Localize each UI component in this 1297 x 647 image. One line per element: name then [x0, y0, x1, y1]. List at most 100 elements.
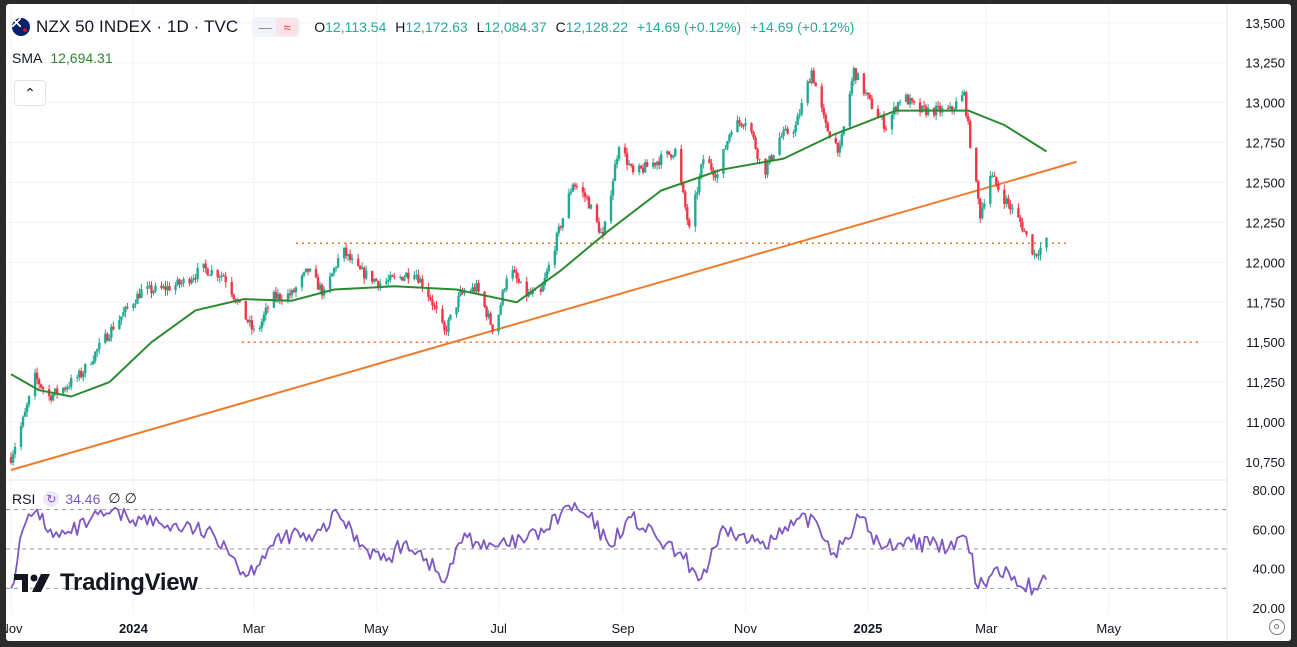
candle-body	[37, 379, 41, 385]
candle-body	[336, 258, 340, 268]
sma-legend[interactable]: SMA 12,694.31	[12, 50, 113, 66]
rsi-extra-1: ∅	[108, 490, 121, 506]
candle-body	[274, 291, 278, 299]
candle-body	[766, 163, 769, 175]
candle-body	[977, 181, 980, 199]
candle-body	[938, 106, 942, 113]
chart-type-toggle[interactable]: — ≈	[252, 17, 301, 37]
candle-body	[362, 267, 366, 279]
candle-body	[569, 191, 573, 194]
candle-body	[413, 275, 416, 279]
candle-body	[35, 372, 39, 380]
candle-body	[421, 278, 424, 288]
candle-body	[447, 319, 450, 332]
candle-body	[517, 278, 520, 283]
minus-icon[interactable]: —	[258, 19, 272, 35]
candle-body	[377, 281, 380, 288]
candle-body	[668, 151, 671, 155]
candle-body	[11, 454, 15, 463]
candle-body	[800, 103, 803, 115]
tradingview-logo-icon	[14, 574, 50, 592]
candle-body	[21, 416, 25, 426]
candle-body	[433, 305, 436, 307]
tradingview-logo[interactable]: TradingView	[14, 569, 198, 597]
candle-body	[770, 155, 773, 160]
candle-body	[168, 286, 171, 291]
candle-body	[174, 285, 177, 291]
candle-body	[122, 312, 125, 317]
candle-body	[13, 446, 17, 455]
candle-body	[393, 276, 396, 278]
candle-body	[332, 268, 336, 274]
candle-body	[152, 291, 155, 294]
candle-body	[457, 295, 460, 308]
candle-body	[218, 276, 221, 278]
candle-body	[25, 404, 29, 412]
candle-body	[852, 68, 856, 82]
candle-body	[884, 128, 888, 130]
candle-body	[854, 68, 858, 81]
candle-body	[90, 363, 93, 365]
candle-body	[1007, 198, 1010, 205]
candle-body	[575, 186, 579, 188]
candle-body	[555, 233, 559, 251]
candle-body	[463, 292, 466, 294]
candle-body	[49, 395, 53, 401]
candle-body	[623, 147, 627, 154]
candle-body	[838, 145, 841, 153]
candle-body	[601, 232, 605, 235]
candle-body	[657, 161, 661, 166]
x-tick-label: May	[1096, 621, 1121, 636]
candle-body	[358, 265, 362, 270]
candle-body	[794, 125, 797, 132]
candle-body	[375, 278, 378, 282]
rsi-value: 34.46	[65, 490, 101, 507]
candle-body	[160, 285, 163, 289]
candle-body	[356, 258, 360, 266]
candle-body	[419, 278, 422, 283]
chart-canvas[interactable]: 10,750 11,000 11,250 11,500 11,750 12,000 12,2…	[6, 4, 1291, 641]
candle-body	[483, 291, 486, 308]
candle-body	[182, 278, 185, 283]
settings-icon[interactable]	[1269, 619, 1285, 635]
candle-body	[798, 114, 801, 116]
candle-body	[599, 232, 603, 234]
candle-body	[164, 286, 167, 291]
candle-body	[967, 116, 970, 122]
candle-body	[120, 316, 123, 321]
tradingview-logo-text: TradingView	[60, 569, 198, 596]
sma-line	[10, 109, 1048, 398]
candle-body	[385, 281, 388, 284]
candle-body	[954, 101, 958, 110]
candle-body	[459, 290, 462, 296]
candle-body	[539, 289, 542, 292]
collapse-legend-button[interactable]: ⌃	[14, 80, 46, 106]
candle-body	[178, 279, 181, 285]
sma-value: 12,694.31	[50, 50, 113, 66]
candle-body	[752, 131, 755, 138]
candle-body	[778, 137, 781, 155]
cycle-icon[interactable]: ↻	[43, 490, 60, 507]
candle-body	[963, 92, 966, 96]
symbol-title[interactable]: NZX 50 INDEX · 1D · TVC	[36, 17, 239, 36]
low-value: 12,084.37	[484, 19, 547, 35]
candle-body	[314, 268, 318, 278]
candle-body	[260, 321, 264, 328]
candle-body	[641, 168, 645, 173]
candle-body	[848, 93, 852, 127]
candle-body	[589, 204, 593, 209]
candle-body	[138, 293, 141, 298]
y-tick-label: 11,250	[1246, 375, 1285, 390]
candle-body	[401, 276, 404, 281]
candle-body	[96, 349, 99, 352]
rsi-legend[interactable]: RSI ↻ 34.46 ∅ ∅	[12, 490, 141, 507]
candle-body	[108, 337, 111, 341]
candle-body	[67, 386, 71, 388]
candle-body	[670, 154, 673, 158]
candle-body	[208, 275, 211, 277]
nz-flag-icon	[12, 18, 30, 36]
wave-icon[interactable]: ≈	[276, 18, 299, 36]
candle-body	[625, 153, 629, 165]
candle-body	[856, 73, 860, 81]
candle-body	[750, 123, 753, 132]
